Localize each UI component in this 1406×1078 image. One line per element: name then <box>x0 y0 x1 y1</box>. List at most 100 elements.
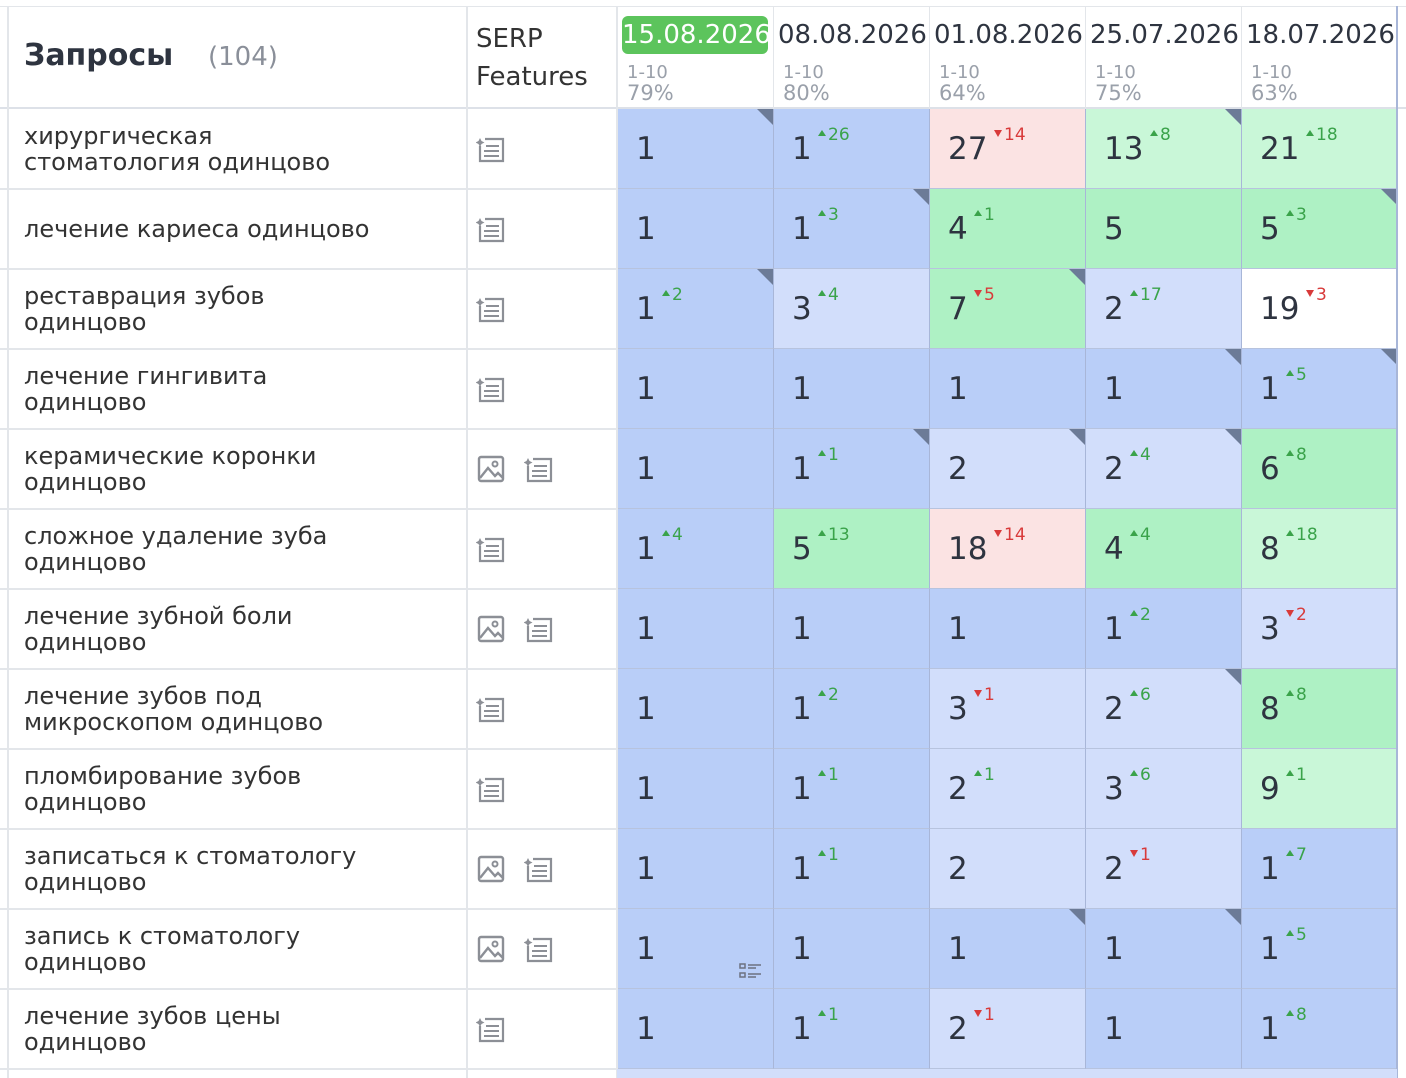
delta-value: 13 <box>828 525 850 545</box>
rank-cell: 1 <box>773 589 929 669</box>
arrow <box>1150 130 1158 136</box>
delta-value: 17 <box>1140 285 1162 305</box>
delta: 8 <box>1150 125 1171 145</box>
image-icon[interactable] <box>476 454 506 484</box>
delta: 8 <box>1286 1005 1307 1025</box>
arrow <box>818 770 826 776</box>
delta: 1 <box>818 445 839 465</box>
corner-flag <box>1225 349 1241 365</box>
arrow <box>1130 690 1138 696</box>
delta-value: 4 <box>672 525 683 545</box>
corner-flag <box>1225 909 1241 925</box>
date-header[interactable]: 08.08.2026 <box>778 20 927 50</box>
date-header[interactable]: 15.08.2026 <box>622 16 771 54</box>
delta: 3 <box>1286 205 1307 225</box>
delta-value: 2 <box>828 685 839 705</box>
snippet-icon[interactable] <box>476 214 506 244</box>
query-header: Запросы <box>24 38 174 73</box>
delta-value: 2 <box>672 285 683 305</box>
delta: 1 <box>818 765 839 785</box>
arrow <box>818 690 826 696</box>
position: 1 <box>792 131 812 167</box>
delta: 7 <box>1286 845 1307 865</box>
snippet-icon[interactable] <box>476 774 506 804</box>
rank-cell: 1 <box>929 909 1085 989</box>
delta: 4 <box>1130 445 1151 465</box>
arrow <box>974 210 982 216</box>
snippet-icon[interactable] <box>476 1014 506 1044</box>
position: 1 <box>948 931 968 967</box>
arrow <box>1286 770 1294 776</box>
date-header[interactable]: 25.07.2026 <box>1090 20 1239 50</box>
rank-cell: 2 <box>929 429 1085 509</box>
delta: 13 <box>818 525 850 545</box>
image-icon[interactable] <box>476 614 506 644</box>
rank-cell: 2 17 <box>1085 269 1241 349</box>
delta: 2 <box>662 285 683 305</box>
query-text: записаться к стоматологу одинцово <box>24 842 357 896</box>
corner-flag <box>1069 429 1085 445</box>
position: 1 <box>636 291 656 327</box>
rank-cell: 8 18 <box>1241 509 1397 589</box>
rank-cell: 1 <box>929 589 1085 669</box>
snippet-icon[interactable] <box>476 294 506 324</box>
share: 80% <box>783 81 830 105</box>
position: 2 <box>1104 291 1124 327</box>
arrow <box>1286 850 1294 856</box>
rank-cell: 1 <box>617 589 773 669</box>
position: 7 <box>948 291 968 327</box>
position: 1 <box>792 1011 812 1047</box>
snippet-icon[interactable] <box>476 134 506 164</box>
snippet-icon[interactable] <box>476 374 506 404</box>
position: 1 <box>636 131 656 167</box>
snippet-icon[interactable] <box>524 854 554 884</box>
date-header[interactable]: 01.08.2026 <box>934 20 1083 50</box>
position: 19 <box>1260 291 1300 327</box>
arrow <box>974 290 982 297</box>
position: 2 <box>948 1011 968 1047</box>
rank-cell: 1 <box>617 989 773 1069</box>
position: 1 <box>636 611 656 647</box>
image-icon[interactable] <box>476 934 506 964</box>
delta: 17 <box>1130 285 1162 305</box>
corner-flag <box>913 189 929 205</box>
rank-cell: 1 <box>617 669 773 749</box>
position: 1 <box>636 371 656 407</box>
snippet-icon[interactable] <box>524 934 554 964</box>
position: 1 <box>1104 931 1124 967</box>
date-header[interactable]: 18.07.2026 <box>1246 20 1395 50</box>
position: 13 <box>1104 131 1144 167</box>
range: 1-10 <box>1095 62 1136 83</box>
snippet-icon[interactable] <box>524 614 554 644</box>
row-border <box>0 668 617 670</box>
snippet-icon[interactable] <box>476 694 506 724</box>
position: 5 <box>792 531 812 567</box>
query-text: сложное удаление зуба одинцово <box>24 522 328 576</box>
column-border <box>616 6 618 1078</box>
snippet-icon[interactable] <box>476 534 506 564</box>
delta-value: 8 <box>1296 685 1307 705</box>
snippet-icon[interactable] <box>524 454 554 484</box>
position: 1 <box>792 371 812 407</box>
arrow <box>1130 610 1138 616</box>
delta-value: 8 <box>1160 125 1171 145</box>
corner-flag <box>913 429 929 445</box>
arrow <box>1286 690 1294 696</box>
delta: 6 <box>1130 765 1151 785</box>
rank-cell: 1 <box>617 349 773 429</box>
position: 3 <box>792 291 812 327</box>
delta: 8 <box>1286 445 1307 465</box>
rank-cell: 1 <box>617 189 773 269</box>
image-icon[interactable] <box>476 854 506 884</box>
delta: 2 <box>1286 605 1307 625</box>
delta-value: 8 <box>1296 1005 1307 1025</box>
column-border <box>929 6 930 109</box>
